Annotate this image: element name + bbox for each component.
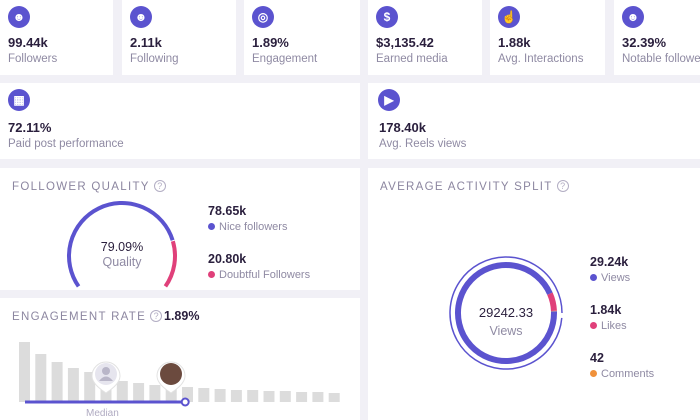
quality-label: Quality bbox=[102, 255, 142, 269]
stat-value: 99.44k bbox=[8, 35, 48, 50]
target-icon: ◎ bbox=[252, 6, 274, 28]
distribution-bar bbox=[312, 392, 324, 402]
distribution-bar bbox=[149, 385, 161, 402]
stat-value: 1.88k bbox=[498, 35, 531, 50]
views-legend: Views bbox=[590, 272, 630, 284]
likes-value: 1.84k bbox=[590, 303, 622, 317]
help-icon[interactable]: ? bbox=[153, 180, 166, 192]
stat-label: Avg. Interactions bbox=[498, 53, 584, 65]
stat-label: Avg. Reels views bbox=[379, 138, 467, 150]
help-icon[interactable]: ? bbox=[150, 310, 163, 322]
distribution-bar bbox=[214, 389, 226, 402]
distribution-bar bbox=[35, 354, 47, 402]
help-icon[interactable]: ? bbox=[556, 180, 569, 192]
stat-label: Engagement bbox=[252, 53, 318, 65]
donut-segment-views bbox=[455, 262, 557, 364]
section-title: AVERAGE ACTIVITY SPLIT? bbox=[380, 180, 569, 193]
stat-card-paid-post: ▦ 72.11% Paid post performance bbox=[0, 83, 360, 159]
stat-label: Followers bbox=[8, 53, 58, 65]
distribution-bar bbox=[116, 381, 128, 402]
median-label: Median bbox=[86, 408, 119, 419]
quality-gauge bbox=[67, 201, 177, 288]
donut-segment-likes bbox=[547, 292, 557, 312]
legend-dot bbox=[208, 271, 215, 278]
legend-dot bbox=[590, 322, 597, 329]
nice-followers-legend: Nice followers bbox=[208, 221, 287, 233]
nice-followers-value: 78.65k bbox=[208, 204, 247, 218]
follower-quality-card: FOLLOWER QUALITY? 79.09% Quality 78.65k … bbox=[0, 168, 360, 290]
distribution-bar bbox=[230, 390, 242, 402]
stat-label: Paid post performance bbox=[8, 138, 124, 150]
distribution-bar bbox=[247, 390, 259, 402]
engagement-rate-value: 1.89% bbox=[164, 309, 200, 323]
dollar-icon: $ bbox=[376, 6, 398, 28]
stat-card-interactions: ☝ 1.88k Avg. Interactions bbox=[490, 0, 605, 75]
donut-outer-ring bbox=[449, 256, 563, 370]
stat-value: 32.39% bbox=[622, 35, 667, 50]
donut-center-label: Views bbox=[489, 324, 523, 338]
likes-legend: Likes bbox=[590, 320, 627, 332]
median-avatar-icon[interactable] bbox=[91, 361, 121, 394]
section-title: FOLLOWER QUALITY? bbox=[12, 180, 166, 193]
distribution-bar bbox=[263, 391, 275, 402]
stat-card-following: ☻ 2.11k Following bbox=[122, 0, 236, 75]
distribution-bar bbox=[296, 392, 308, 402]
views-value: 29.24k bbox=[590, 255, 629, 269]
paid-post-icon: ▦ bbox=[8, 89, 30, 111]
gauge-nice-arc bbox=[67, 201, 175, 288]
activity-split-card: AVERAGE ACTIVITY SPLIT? 29242.33 Views 2… bbox=[368, 168, 700, 420]
donut-center-value: 29242.33 bbox=[478, 305, 534, 320]
notable-users-icon: ☻ bbox=[622, 6, 644, 28]
stat-card-notable-followers: ☻ 32.39% Notable followers bbox=[614, 0, 700, 75]
legend-dot bbox=[590, 274, 597, 281]
stat-card-reels-views: ▶ 178.40k Avg. Reels views bbox=[368, 83, 700, 159]
stat-value: 1.89% bbox=[252, 35, 289, 50]
distribution-bar bbox=[67, 368, 79, 402]
engagement-rate-card: ENGAGEMENT RATE? 1.89% Median bbox=[0, 298, 360, 420]
comments-value: 42 bbox=[590, 351, 604, 365]
stat-label: Earned media bbox=[376, 53, 448, 65]
distribution-bar bbox=[51, 362, 63, 402]
current-marker-dot bbox=[180, 397, 190, 407]
stat-label: Notable followers bbox=[622, 53, 700, 65]
distribution-bar bbox=[182, 387, 193, 402]
distribution-bar bbox=[133, 383, 145, 402]
distribution-bar bbox=[279, 391, 291, 402]
play-icon: ▶ bbox=[378, 89, 400, 111]
section-title: ENGAGEMENT RATE? bbox=[12, 310, 163, 323]
doubtful-followers-value: 20.80k bbox=[208, 252, 247, 266]
doubtful-followers-legend: Doubtful Followers bbox=[208, 269, 310, 281]
stat-card-engagement: ◎ 1.89% Engagement bbox=[244, 0, 360, 75]
user-following-icon: ☻ bbox=[130, 6, 152, 28]
quality-percent: 79.09% bbox=[100, 240, 144, 254]
gauge-doubtful-arc bbox=[163, 240, 177, 288]
stat-value: 178.40k bbox=[379, 120, 426, 135]
pointer-hand-icon: ☝ bbox=[498, 6, 520, 28]
profile-avatar-icon[interactable] bbox=[156, 361, 186, 394]
distribution-bar bbox=[198, 388, 210, 402]
distribution-bar bbox=[328, 393, 340, 402]
comments-legend: Comments bbox=[590, 368, 654, 380]
legend-dot bbox=[590, 370, 597, 377]
stat-value: 2.11k bbox=[130, 35, 162, 50]
stat-value: 72.11% bbox=[8, 120, 52, 135]
distribution-bar bbox=[165, 386, 177, 402]
engagement-distribution-chart bbox=[19, 342, 340, 407]
legend-dot bbox=[208, 223, 215, 230]
stat-card-followers: ☻ 99.44k Followers bbox=[0, 0, 113, 75]
stat-value: $3,135.42 bbox=[376, 35, 434, 50]
distribution-bar bbox=[19, 342, 30, 402]
users-icon: ☻ bbox=[8, 6, 30, 28]
stat-card-earned-media: $ $3,135.42 Earned media bbox=[368, 0, 482, 75]
activity-donut bbox=[449, 256, 563, 370]
distribution-bar bbox=[84, 372, 96, 402]
stat-label: Following bbox=[130, 53, 179, 65]
